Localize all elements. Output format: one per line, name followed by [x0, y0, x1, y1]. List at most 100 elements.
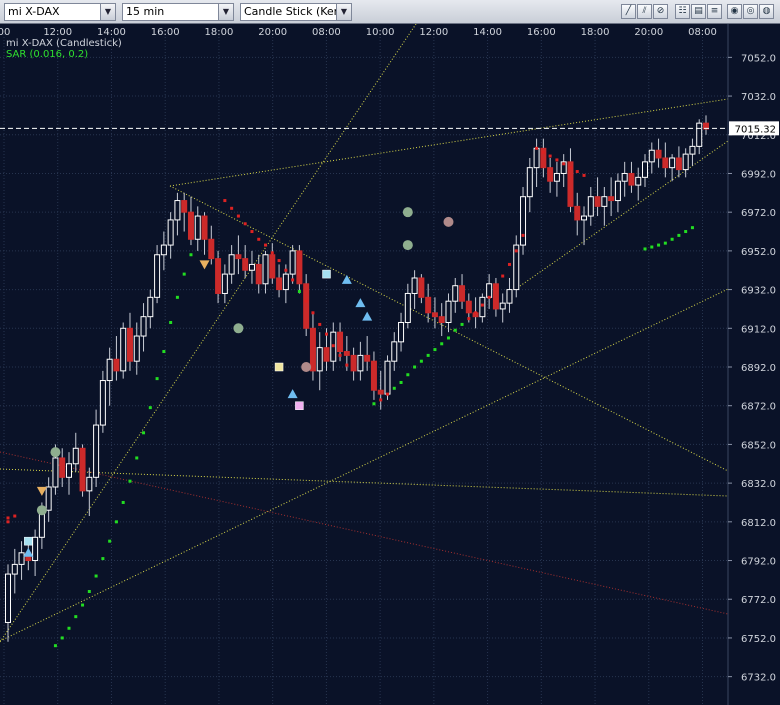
- sar-dot: [582, 173, 586, 177]
- candle: [479, 296, 486, 318]
- candle: [215, 258, 222, 294]
- candle: [601, 196, 608, 207]
- chevron-down-icon[interactable]: ▼: [100, 4, 115, 20]
- signal-circle-marker: [50, 447, 61, 458]
- sar-dot: [108, 539, 112, 543]
- candle: [370, 360, 377, 391]
- chart-legend-instrument: mi X-DAX (Candlestick): [6, 38, 122, 49]
- sar-dot: [13, 514, 17, 518]
- signal-triangle-up-marker: [355, 298, 366, 308]
- sar-dot: [264, 243, 268, 247]
- signal-square-marker: [274, 362, 284, 372]
- parallel-draw-icon[interactable]: ⫽: [637, 4, 652, 19]
- candle: [181, 200, 188, 213]
- candle: [696, 122, 703, 147]
- signal-triangle-down-marker: [199, 260, 210, 270]
- symbol-select[interactable]: mi X-DAX ▼: [4, 3, 116, 21]
- grid-icon[interactable]: ☷: [675, 4, 690, 19]
- candle: [194, 215, 201, 240]
- sar-dot: [406, 373, 410, 377]
- sar-dot: [677, 233, 681, 237]
- sar-dot: [426, 353, 430, 357]
- sar-dot: [6, 516, 10, 520]
- candle: [133, 335, 140, 362]
- candle: [99, 380, 106, 426]
- sar-dot: [535, 146, 539, 150]
- list-icon[interactable]: ≡: [707, 4, 722, 19]
- candle: [425, 296, 432, 314]
- candle: [120, 327, 127, 372]
- candle: [581, 215, 588, 221]
- candles: [5, 115, 709, 642]
- candle: [547, 167, 554, 182]
- sar-dot: [453, 328, 457, 332]
- sar-dot: [162, 350, 166, 354]
- sar-dot: [467, 317, 471, 321]
- fibonacci-icon[interactable]: ⊘: [653, 4, 668, 19]
- candle: [560, 161, 567, 174]
- signal-square-marker: [322, 269, 331, 279]
- zoom-in-icon[interactable]: ◉: [727, 4, 742, 19]
- candle: [675, 157, 682, 171]
- sar-dot: [650, 245, 654, 249]
- candle: [316, 347, 323, 372]
- sar-dot: [67, 626, 71, 630]
- chart-type-select[interactable]: Candle Stick (Kerze ▼: [240, 3, 352, 21]
- candle: [614, 180, 621, 202]
- trendlines: [0, 24, 729, 643]
- table-icon[interactable]: ▤: [691, 4, 706, 19]
- candle: [648, 149, 655, 163]
- candle: [248, 263, 255, 271]
- sar-dot: [81, 603, 85, 607]
- candle: [587, 196, 594, 217]
- sar-dot: [399, 380, 403, 384]
- sar-dot: [230, 206, 234, 210]
- sar-dot: [338, 353, 342, 357]
- chevron-down-icon[interactable]: ▼: [218, 4, 233, 20]
- interval-select[interactable]: 15 min ▼: [122, 3, 234, 21]
- candle: [635, 176, 642, 186]
- sar-dot: [94, 574, 98, 578]
- y-tick-label: 6792.0: [741, 557, 776, 568]
- sar-dot: [331, 344, 335, 348]
- sar-dot: [643, 247, 647, 251]
- x-tick-label: 20:00: [634, 27, 663, 38]
- x-tick-label: 16:00: [151, 27, 180, 38]
- y-tick-label: 6932.0: [741, 286, 776, 297]
- candle: [337, 331, 344, 353]
- settings-icon[interactable]: ◍: [759, 4, 774, 19]
- candlestick-chart[interactable]: 7052.0 7032.0 7012.0 6992.0 6972.0 6952.0 6932…: [0, 24, 780, 705]
- candle: [5, 573, 11, 623]
- x-tick-label: 18:00: [581, 27, 610, 38]
- sar-dot: [155, 377, 159, 381]
- candle: [689, 145, 696, 155]
- line-draw-icon[interactable]: ╱: [621, 4, 636, 19]
- x-tick-label: 08:00: [688, 27, 717, 38]
- candle: [242, 258, 249, 271]
- candle: [628, 172, 635, 186]
- candle: [384, 360, 391, 395]
- sar-dot: [474, 311, 478, 315]
- sar-dot: [480, 303, 484, 307]
- sar-dot: [372, 402, 376, 406]
- sar-dot: [169, 320, 173, 324]
- signal-triangle-up-marker: [362, 311, 373, 321]
- sar-dot: [501, 274, 505, 278]
- x-tick-label: 12:00: [43, 27, 72, 38]
- x-axis: 00 12:00 14:00 16:00 18:00 20:00 08:00 10:00 12:…: [0, 27, 717, 38]
- candle: [32, 536, 39, 562]
- chevron-down-icon[interactable]: ▼: [336, 4, 351, 20]
- candle: [208, 238, 215, 260]
- candle: [86, 476, 93, 492]
- candle: [642, 161, 649, 178]
- candle: [492, 283, 499, 310]
- candle: [11, 563, 18, 575]
- sar-dot: [243, 222, 247, 226]
- sar-dot: [121, 500, 125, 504]
- sar-dot: [446, 336, 450, 340]
- signal-circle-marker: [233, 323, 244, 334]
- y-tick-label: 6812.0: [741, 518, 776, 529]
- candle: [459, 285, 466, 302]
- zoom-out-icon[interactable]: ◎: [743, 4, 758, 19]
